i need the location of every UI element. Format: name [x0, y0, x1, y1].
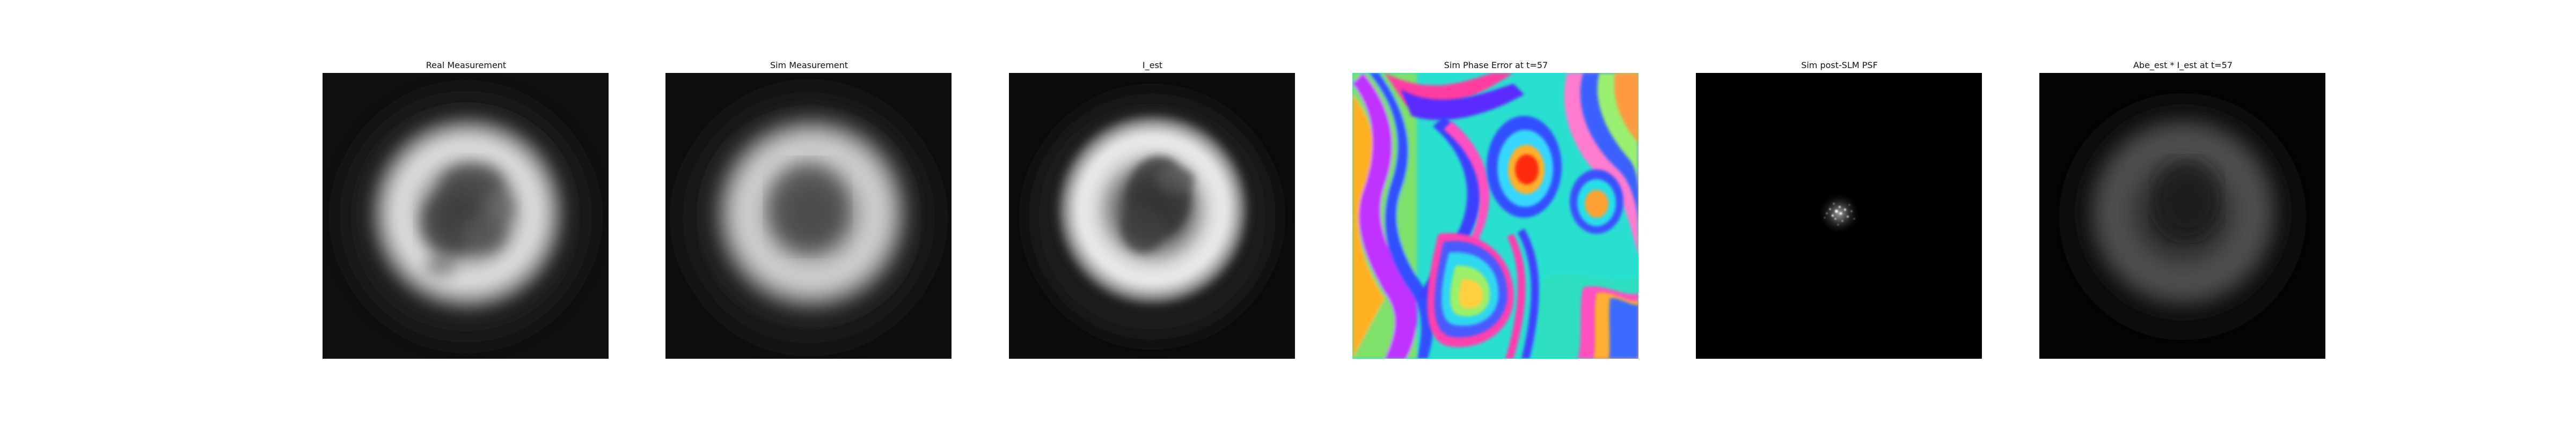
sim-measurement-image — [665, 73, 952, 359]
panel-i-est: I_est — [1009, 59, 1296, 359]
sim-post-slm-psf-image — [1696, 73, 1982, 359]
panel-title: Sim Measurement — [770, 60, 848, 70]
panel-sim-measurement: Sim Measurement — [665, 59, 953, 359]
sim-phase-error-image — [1352, 73, 1638, 359]
panel-abe-est-i-est: Abe_est * I_est at t=57 — [2039, 59, 2326, 359]
panel-sim-post-slm-psf: Sim post-SLM PSF — [1696, 59, 1983, 359]
panel-title: I_est — [1142, 60, 1163, 70]
panel-title: Real Measurement — [426, 60, 507, 70]
panel-title: Sim Phase Error at t=57 — [1444, 60, 1548, 70]
abe-est-i-est-image — [2039, 73, 2325, 359]
panel-title: Sim post-SLM PSF — [1801, 60, 1878, 70]
real-measurement-image — [323, 73, 609, 359]
i-est-image — [1009, 73, 1295, 359]
panel-title: Abe_est * I_est at t=57 — [2133, 60, 2233, 70]
panel-real-measurement: Real Measurement — [323, 59, 610, 359]
panel-sim-phase-error: Sim Phase Error at t=57 — [1352, 59, 1640, 359]
